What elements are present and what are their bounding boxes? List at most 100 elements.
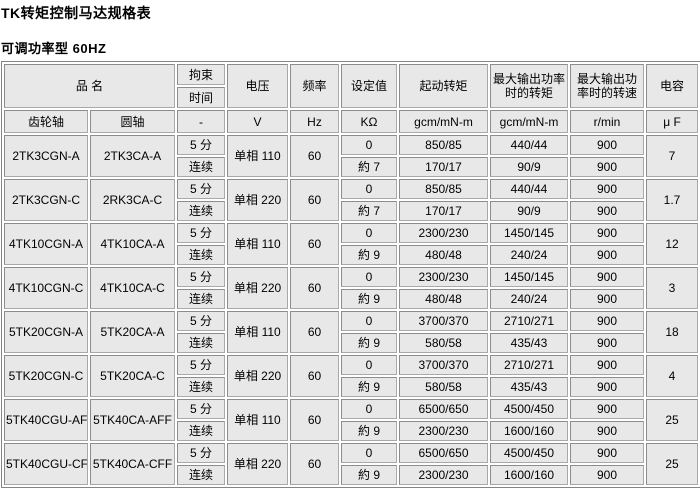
- cell-set-value: 0: [341, 223, 397, 243]
- cell-voltage: 单相 110: [227, 311, 288, 353]
- table-row: 连续 約 9 2300/230 1600/160 900: [4, 421, 698, 441]
- cell-gear-shaft: 2TK3CGN-C: [4, 179, 88, 221]
- cell-frequency: 60: [290, 223, 339, 265]
- cell-max-torque: 435/43: [490, 333, 568, 353]
- table-row: 5TK20CGN-A 5TK20CA-A 5 分 单相 110 60 0 370…: [4, 311, 698, 353]
- cell-set-value: 0: [341, 443, 397, 463]
- cell-start-torque: 2300/230: [399, 465, 488, 485]
- cell-voltage: 单相 220: [227, 179, 288, 221]
- page: TK转矩控制马达规格表 可调功率型 60HZ 品 名 拘束 电压 频率 设定值 …: [0, 3, 700, 488]
- cell-frequency: 60: [290, 267, 339, 309]
- table-row: 5TK40CGU-AFF 5TK40CA-AFF 5 分 单相 110 60 0…: [4, 399, 698, 441]
- cell-voltage: 单相 220: [227, 443, 288, 485]
- table-row: 2TK3CGN-C 2RK3CA-C 5 分 单相 220 60 0 850/8…: [4, 179, 698, 221]
- cell-start-torque: 850/85: [399, 135, 488, 155]
- cell-gear-shaft: 5TK40CGU-CFF: [4, 443, 88, 485]
- cell-max-torque: 2710/271: [490, 355, 568, 375]
- cell-start-torque: 480/48: [399, 289, 488, 309]
- table-row: 5TK40CGU-CFF 5TK40CA-CFF 5 分 单相 220 60 0…: [4, 443, 698, 485]
- table-row: 连续 約 7 170/17 90/9 900: [4, 201, 698, 221]
- cell-voltage: 单相 220: [227, 355, 288, 397]
- cell-time-limited: 5 分: [177, 443, 225, 463]
- cell-start-torque: 480/48: [399, 245, 488, 265]
- cell-speed: 900: [570, 289, 644, 309]
- cell-frequency: 60: [290, 443, 339, 485]
- unit-round-shaft: 圆轴: [90, 110, 175, 133]
- cell-speed: 900: [570, 201, 644, 221]
- cell-set-value: 0: [341, 135, 397, 155]
- cell-time-continuous: 连续: [177, 201, 225, 221]
- cell-frequency: 60: [290, 135, 339, 177]
- cell-frequency: 60: [290, 399, 339, 441]
- cell-time-limited: 5 分: [177, 311, 225, 331]
- header-set-value: 设定值: [341, 64, 397, 108]
- cell-speed: 900: [570, 135, 644, 155]
- cell-max-torque: 2710/271: [490, 311, 568, 331]
- cell-time-continuous: 连续: [177, 465, 225, 485]
- cell-start-torque: 850/85: [399, 179, 488, 199]
- cell-speed: 900: [570, 267, 644, 287]
- cell-time-continuous: 连续: [177, 333, 225, 353]
- table-row: 4TK10CGN-A 4TK10CA-A 5 分 单相 110 60 0 230…: [4, 223, 698, 265]
- cell-set-value: 約 7: [341, 157, 397, 177]
- table-row: 连续 約 7 170/17 90/9 900: [4, 157, 698, 177]
- cell-start-torque: 580/58: [399, 377, 488, 397]
- table-row: 4TK10CGN-C 4TK10CA-C 5 分 单相 220 60 0 230…: [4, 267, 698, 309]
- cell-capacitor: 3: [646, 267, 698, 309]
- cell-start-torque: 3700/370: [399, 311, 488, 331]
- cell-round-shaft: 4TK10CA-C: [90, 267, 175, 309]
- unit-max-power-speed: r/min: [570, 110, 644, 133]
- cell-set-value: 約 9: [341, 421, 397, 441]
- cell-set-value: 0: [341, 311, 397, 331]
- cell-voltage: 单相 220: [227, 267, 288, 309]
- cell-speed: 900: [570, 443, 644, 463]
- cell-start-torque: 170/17: [399, 157, 488, 177]
- cell-gear-shaft: 5TK20CGN-C: [4, 355, 88, 397]
- cell-max-torque: 1450/145: [490, 267, 568, 287]
- page-subtitle: 可调功率型 60HZ: [1, 41, 107, 56]
- header-frequency: 频率: [290, 64, 339, 108]
- cell-round-shaft: 2RK3CA-C: [90, 179, 175, 221]
- cell-capacitor: 25: [646, 443, 698, 485]
- cell-time-continuous: 连续: [177, 289, 225, 309]
- cell-voltage: 单相 110: [227, 135, 288, 177]
- unit-frequency: Hz: [290, 110, 339, 133]
- header-max-power-speed: 最大输出功率时的转速: [570, 64, 644, 108]
- header-product-name: 品 名: [4, 64, 175, 108]
- cell-speed: 900: [570, 399, 644, 419]
- header-constraint-bottom: 时间: [177, 87, 225, 108]
- cell-gear-shaft: 2TK3CGN-A: [4, 135, 88, 177]
- cell-max-torque: 1600/160: [490, 421, 568, 441]
- cell-time-limited: 5 分: [177, 355, 225, 375]
- cell-frequency: 60: [290, 355, 339, 397]
- cell-max-torque: 4500/450: [490, 399, 568, 419]
- cell-round-shaft: 5TK20CA-A: [90, 311, 175, 353]
- header-row-2: 时间: [4, 87, 698, 108]
- cell-start-torque: 2300/230: [399, 267, 488, 287]
- cell-max-torque: 90/9: [490, 201, 568, 221]
- cell-capacitor: 7: [646, 135, 698, 177]
- cell-max-torque: 240/24: [490, 245, 568, 265]
- cell-speed: 900: [570, 377, 644, 397]
- cell-capacitor: 4: [646, 355, 698, 397]
- table-row: 2TK3CGN-A 2TK3CA-A 5 分 单相 110 60 0 850/8…: [4, 135, 698, 177]
- cell-capacitor: 12: [646, 223, 698, 265]
- cell-max-torque: 4500/450: [490, 443, 568, 463]
- header-capacitor: 电容: [646, 64, 698, 108]
- unit-set-value: KΩ: [341, 110, 397, 133]
- cell-capacitor: 18: [646, 311, 698, 353]
- header-max-power-torque: 最大输出功率时的转矩: [490, 64, 568, 108]
- cell-frequency: 60: [290, 311, 339, 353]
- cell-time-continuous: 连续: [177, 377, 225, 397]
- cell-max-torque: 1450/145: [490, 223, 568, 243]
- header-voltage: 电压: [227, 64, 288, 108]
- cell-speed: 900: [570, 245, 644, 265]
- page-title: TK转矩控制马达规格表: [1, 5, 152, 21]
- table-row: 连续 約 9 480/48 240/24 900: [4, 245, 698, 265]
- units-row: 齿轮轴 圆轴 - V Hz KΩ gcm/mN-m gcm/mN-m r/min…: [4, 110, 698, 133]
- table-row: 5TK20CGN-C 5TK20CA-C 5 分 单相 220 60 0 370…: [4, 355, 698, 397]
- cell-time-continuous: 连续: [177, 245, 225, 265]
- cell-set-value: 約 7: [341, 201, 397, 221]
- table-body: 2TK3CGN-A 2TK3CA-A 5 分 单相 110 60 0 850/8…: [4, 135, 698, 485]
- cell-start-torque: 6500/650: [399, 443, 488, 463]
